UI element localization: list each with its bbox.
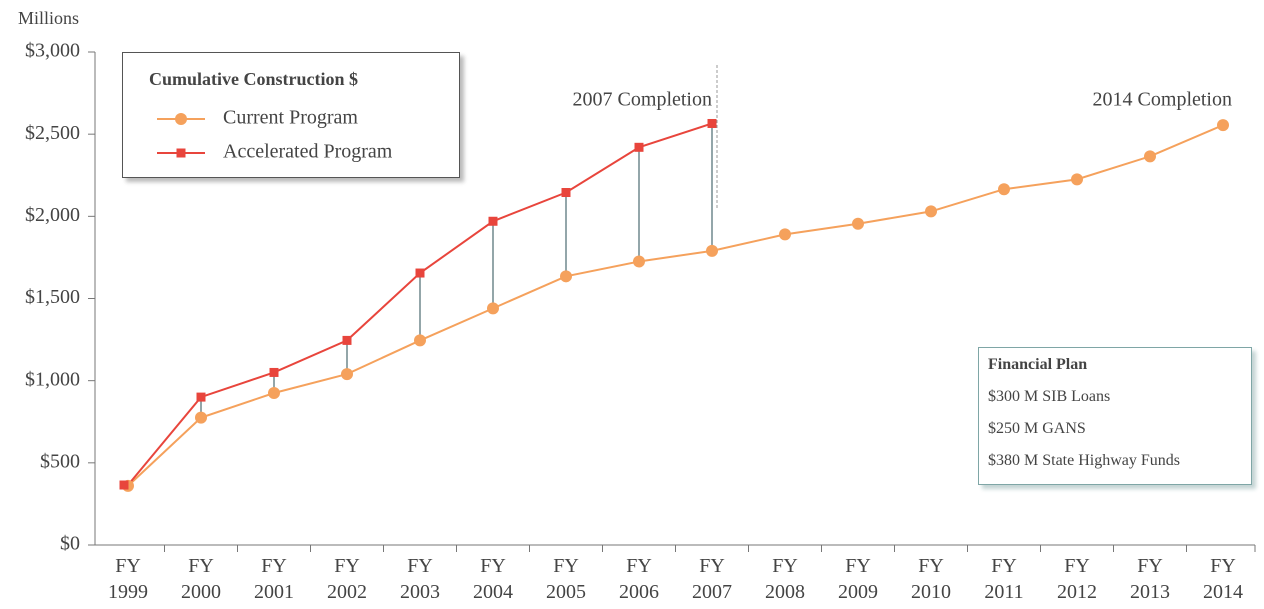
marker (925, 205, 937, 218)
marker (196, 392, 206, 402)
financial-plan-title: Financial Plan (988, 356, 1088, 373)
annotation: 2007 Completion (573, 89, 712, 111)
legend-marker (175, 113, 187, 125)
legend: Cumulative Construction $ Current Progra… (122, 52, 460, 178)
x-tick-label: FY 2008 (765, 555, 805, 603)
marker (268, 386, 280, 399)
legend-label: Accelerated Program (223, 141, 393, 163)
y-tick-label: $3,000 (25, 40, 80, 62)
marker (342, 335, 352, 345)
y-tick-label: $2,000 (25, 204, 80, 226)
x-tick-label: FY 2003 (400, 555, 440, 603)
marker (341, 368, 353, 381)
x-tick-label: FY 2006 (619, 555, 659, 603)
x-tick-label: FY 2000 (181, 555, 221, 603)
legend-label: Current Program (223, 107, 358, 129)
financial-plan-item: $250 M GANS (988, 420, 1086, 437)
marker (998, 183, 1010, 196)
legend-marker (176, 148, 186, 158)
marker (1217, 119, 1229, 132)
x-tick-label: FY 2013 (1130, 555, 1170, 603)
x-tick-label: FY 2014 (1203, 555, 1243, 603)
marker (633, 255, 645, 268)
x-tick-label: FY 2011 (984, 555, 1024, 603)
y-axis-label: Millions (18, 8, 79, 28)
marker (852, 217, 864, 230)
y-tick-label: $1,500 (25, 286, 80, 308)
financial-plan-item: $380 M State Highway Funds (988, 452, 1180, 469)
x-tick-label: FY 2002 (327, 555, 367, 603)
marker (1144, 150, 1156, 163)
legend-symbols: Cumulative Construction $ Current Progra… (149, 69, 393, 163)
y-tick-label: $1,000 (25, 368, 80, 390)
x-tick-label: FY 2007 (692, 555, 732, 603)
marker (269, 367, 279, 377)
x-tick-label: FY 2001 (254, 555, 294, 603)
marker (119, 480, 129, 490)
financial-plan: Financial Plan $300 M SIB Loans $250 M G… (978, 347, 1252, 485)
y-tick-label: $2,500 (25, 122, 80, 144)
marker (487, 302, 499, 315)
marker (706, 244, 718, 257)
marker (414, 334, 426, 347)
marker (488, 216, 498, 226)
marker (1071, 173, 1083, 186)
financial-plan-item: $300 M SIB Loans (988, 388, 1111, 405)
y-tick-label: $0 (60, 533, 80, 555)
series-line (127, 124, 1224, 487)
x-tick-label: FY 1999 (108, 555, 148, 603)
annotation: 2014 Completion (1093, 89, 1232, 111)
x-tick-label: FY 2009 (838, 555, 878, 603)
marker (779, 228, 791, 241)
x-tick-label: FY 2004 (473, 555, 513, 603)
x-tick-label: FY 2010 (911, 555, 951, 603)
x-tick-label: FY 2012 (1057, 555, 1097, 603)
x-tick-label: FY 2005 (546, 555, 586, 603)
marker (561, 188, 571, 198)
marker (560, 270, 572, 283)
marker (195, 411, 207, 424)
marker (707, 118, 717, 128)
marker (634, 142, 644, 152)
y-tick-label: $500 (40, 450, 80, 472)
marker (415, 268, 425, 278)
legend-title: Cumulative Construction $ (149, 69, 358, 89)
